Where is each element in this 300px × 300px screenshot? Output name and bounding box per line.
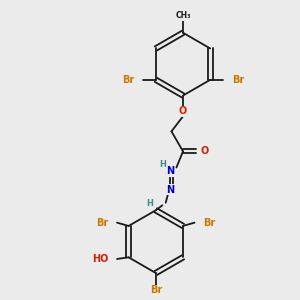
Text: Br: Br [232,75,244,85]
Text: HO: HO [92,254,109,264]
Text: CH₃: CH₃ [175,11,191,20]
Text: Br: Br [203,218,215,228]
Text: N: N [166,184,174,195]
Text: Br: Br [122,75,134,85]
Text: Br: Br [150,285,162,295]
Text: O: O [179,106,187,116]
Text: N: N [166,167,174,176]
Text: H: H [159,160,166,169]
Text: O: O [200,146,208,156]
Text: Br: Br [97,218,109,228]
Text: H: H [146,199,153,208]
